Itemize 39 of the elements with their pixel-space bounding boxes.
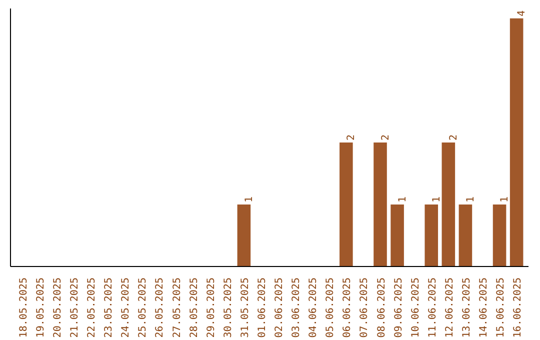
- x-tick-label: 28.05.2025: [188, 277, 200, 338]
- x-tick-label: 21.05.2025: [70, 277, 81, 338]
- x-tick-label: 07.06.2025: [359, 277, 370, 338]
- x-tick-label: 05.06.2025: [325, 277, 336, 338]
- data-label: 2: [380, 134, 392, 140]
- x-tick-label: 03.06.2025: [291, 277, 302, 338]
- x-tick-label: 11.06.2025: [427, 277, 438, 338]
- x-tick-label: 16.06.2025: [512, 277, 524, 338]
- x-tick-label: 30.05.2025: [222, 277, 234, 338]
- x-tick-label: 02.06.2025: [274, 277, 286, 338]
- x-tick-label: 23.05.2025: [104, 277, 115, 338]
- data-label: 1: [431, 196, 442, 202]
- data-label: 1: [465, 196, 476, 202]
- x-tick-label: 19.05.2025: [35, 277, 46, 338]
- x-tick-label: 26.05.2025: [154, 277, 166, 338]
- x-tick-label: 20.05.2025: [52, 277, 64, 338]
- data-label: 1: [244, 196, 255, 202]
- x-tick-label: 22.05.2025: [86, 277, 98, 338]
- x-tick-label: 27.05.2025: [172, 277, 183, 338]
- x-tick-label: 29.05.2025: [206, 277, 217, 338]
- data-label: 2: [448, 134, 460, 140]
- data-label: 1: [397, 196, 408, 202]
- data-label: 2: [346, 134, 358, 140]
- data-label: 4: [516, 10, 528, 16]
- x-tick-label: 08.06.2025: [376, 277, 388, 338]
- data-label: 1: [500, 196, 511, 202]
- x-tick-label: 25.05.2025: [138, 277, 149, 338]
- x-tick-label: 04.06.2025: [308, 277, 320, 338]
- x-tick-label: 13.06.2025: [461, 277, 472, 338]
- x-tick-label: 01.06.2025: [256, 277, 268, 338]
- x-tick-label: 24.05.2025: [120, 277, 132, 338]
- x-tick-label: 31.05.2025: [240, 277, 251, 338]
- x-tick-label: 15.06.2025: [496, 277, 507, 338]
- x-tick-label: 14.06.2025: [478, 277, 490, 338]
- x-tick-label: 10.06.2025: [410, 277, 422, 338]
- x-tick-label: 18.05.2025: [18, 277, 30, 338]
- x-tick-label: 06.06.2025: [342, 277, 354, 338]
- x-tick-label: 09.06.2025: [393, 277, 404, 338]
- x-tick-label: 12.06.2025: [444, 277, 456, 338]
